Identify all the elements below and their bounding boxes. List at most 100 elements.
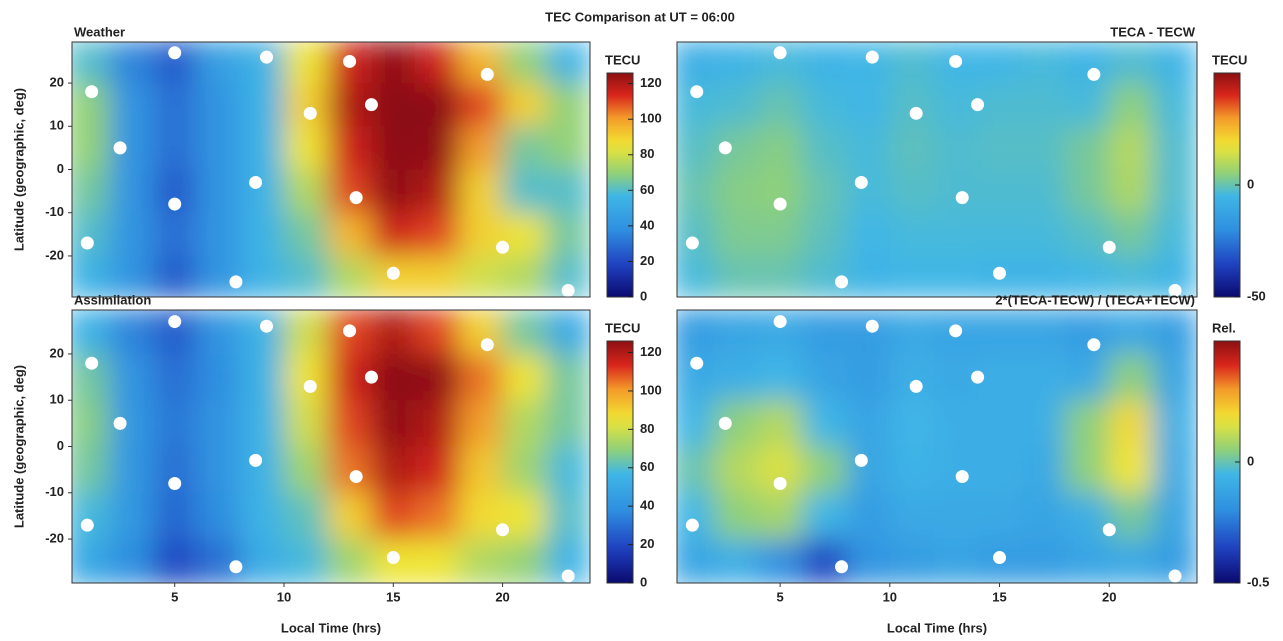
- heat-cell: [889, 42, 935, 84]
- station: [1087, 67, 1101, 81]
- heat-cell: [458, 539, 504, 583]
- heat-cell: [845, 446, 891, 494]
- heat-cell: [415, 446, 460, 494]
- station: [168, 197, 182, 211]
- colorbar-tick-label: 40: [640, 217, 654, 232]
- heat-cell: [284, 400, 329, 447]
- heat-cell: [933, 126, 979, 170]
- heat-cell: [502, 446, 547, 494]
- heat-cell: [152, 255, 198, 297]
- station: [835, 275, 849, 289]
- heat-cell: [677, 42, 715, 84]
- heat-cell: [371, 126, 416, 170]
- heat-cell: [977, 446, 1022, 494]
- heat-cell: [458, 169, 504, 214]
- heat-cell: [284, 353, 329, 401]
- station: [685, 518, 699, 532]
- y-axis-label: Latitude (geographic, deg): [11, 365, 26, 528]
- heat-cell: [889, 492, 935, 540]
- heat-cell: [240, 255, 285, 297]
- heat-cell: [458, 310, 504, 355]
- heat-cell: [1021, 539, 1066, 583]
- station: [349, 191, 363, 205]
- station: [168, 46, 182, 60]
- heat-cell: [1021, 126, 1066, 170]
- heat-cell: [109, 492, 154, 540]
- heat-cell: [152, 353, 198, 401]
- station: [773, 197, 787, 211]
- heat-cell: [977, 42, 1022, 84]
- colorbar-tick-label: 20: [640, 536, 654, 551]
- station: [773, 477, 787, 491]
- heat-cell: [284, 126, 329, 170]
- heat-cell: [758, 492, 803, 540]
- heat-cell: [196, 492, 241, 540]
- station: [364, 370, 378, 384]
- heat-cell: [1153, 83, 1197, 127]
- heat-cell: [284, 212, 329, 257]
- y-tick-label: 20: [50, 345, 64, 360]
- heat-cell: [502, 212, 547, 257]
- colorbar-tick-label: -0.5: [1247, 574, 1269, 589]
- station: [854, 453, 868, 467]
- heat-cell: [933, 169, 979, 214]
- heat-cell: [1153, 446, 1197, 494]
- x-tick-label: 20: [1102, 589, 1116, 604]
- heat-cell: [196, 212, 241, 257]
- heat-cell: [1109, 212, 1154, 257]
- heat-cell: [502, 353, 547, 401]
- heat-cell: [714, 539, 759, 583]
- heatmap-cells: [677, 310, 1197, 583]
- station: [249, 453, 263, 467]
- colorbar-tick-label: 100: [640, 382, 662, 397]
- heat-cell: [240, 446, 285, 494]
- heat-cell: [677, 169, 715, 214]
- heat-cell: [327, 353, 372, 401]
- heat-cell: [196, 126, 241, 170]
- heat-cell: [1065, 255, 1110, 297]
- heatmap: [677, 310, 1197, 583]
- heat-cell: [977, 310, 1022, 355]
- station: [971, 98, 985, 112]
- heat-cell: [109, 212, 154, 257]
- station: [496, 240, 510, 254]
- heat-cell: [802, 212, 847, 257]
- heat-cell: [1109, 492, 1154, 540]
- colorbar-tick-label: 80: [640, 421, 654, 436]
- heat-cell: [72, 492, 110, 540]
- heat-cell: [758, 539, 803, 583]
- station: [993, 551, 1007, 565]
- station: [909, 379, 923, 393]
- heatmap-cells: [677, 42, 1197, 297]
- station: [561, 284, 575, 297]
- heat-cell: [1065, 212, 1110, 257]
- plot-frame: [676, 41, 1198, 298]
- heat-cell: [802, 83, 847, 127]
- heat-cell: [1065, 353, 1110, 401]
- heat-cell: [889, 255, 935, 297]
- heat-cell: [327, 169, 372, 214]
- heat-cell: [240, 169, 285, 214]
- heat-cell: [109, 353, 154, 401]
- heat-cell: [1065, 42, 1110, 84]
- heat-cell: [1065, 83, 1110, 127]
- station: [909, 106, 923, 120]
- heatmap-cells: [72, 310, 590, 583]
- heat-cell: [1153, 492, 1197, 540]
- station: [386, 551, 400, 565]
- station: [955, 191, 969, 205]
- station: [949, 54, 963, 68]
- heat-cell: [1109, 255, 1154, 297]
- colorbar-tick-label: 0: [640, 288, 647, 303]
- heat-cell: [977, 169, 1022, 214]
- heat-cell: [1109, 126, 1154, 170]
- heat-cell: [802, 126, 847, 170]
- heat-cell: [889, 169, 935, 214]
- heat-cell: [802, 169, 847, 214]
- heat-cell: [502, 83, 547, 127]
- heat-cell: [502, 539, 547, 583]
- heat-cell: [933, 83, 979, 127]
- station: [113, 416, 127, 430]
- heat-cell: [714, 353, 759, 401]
